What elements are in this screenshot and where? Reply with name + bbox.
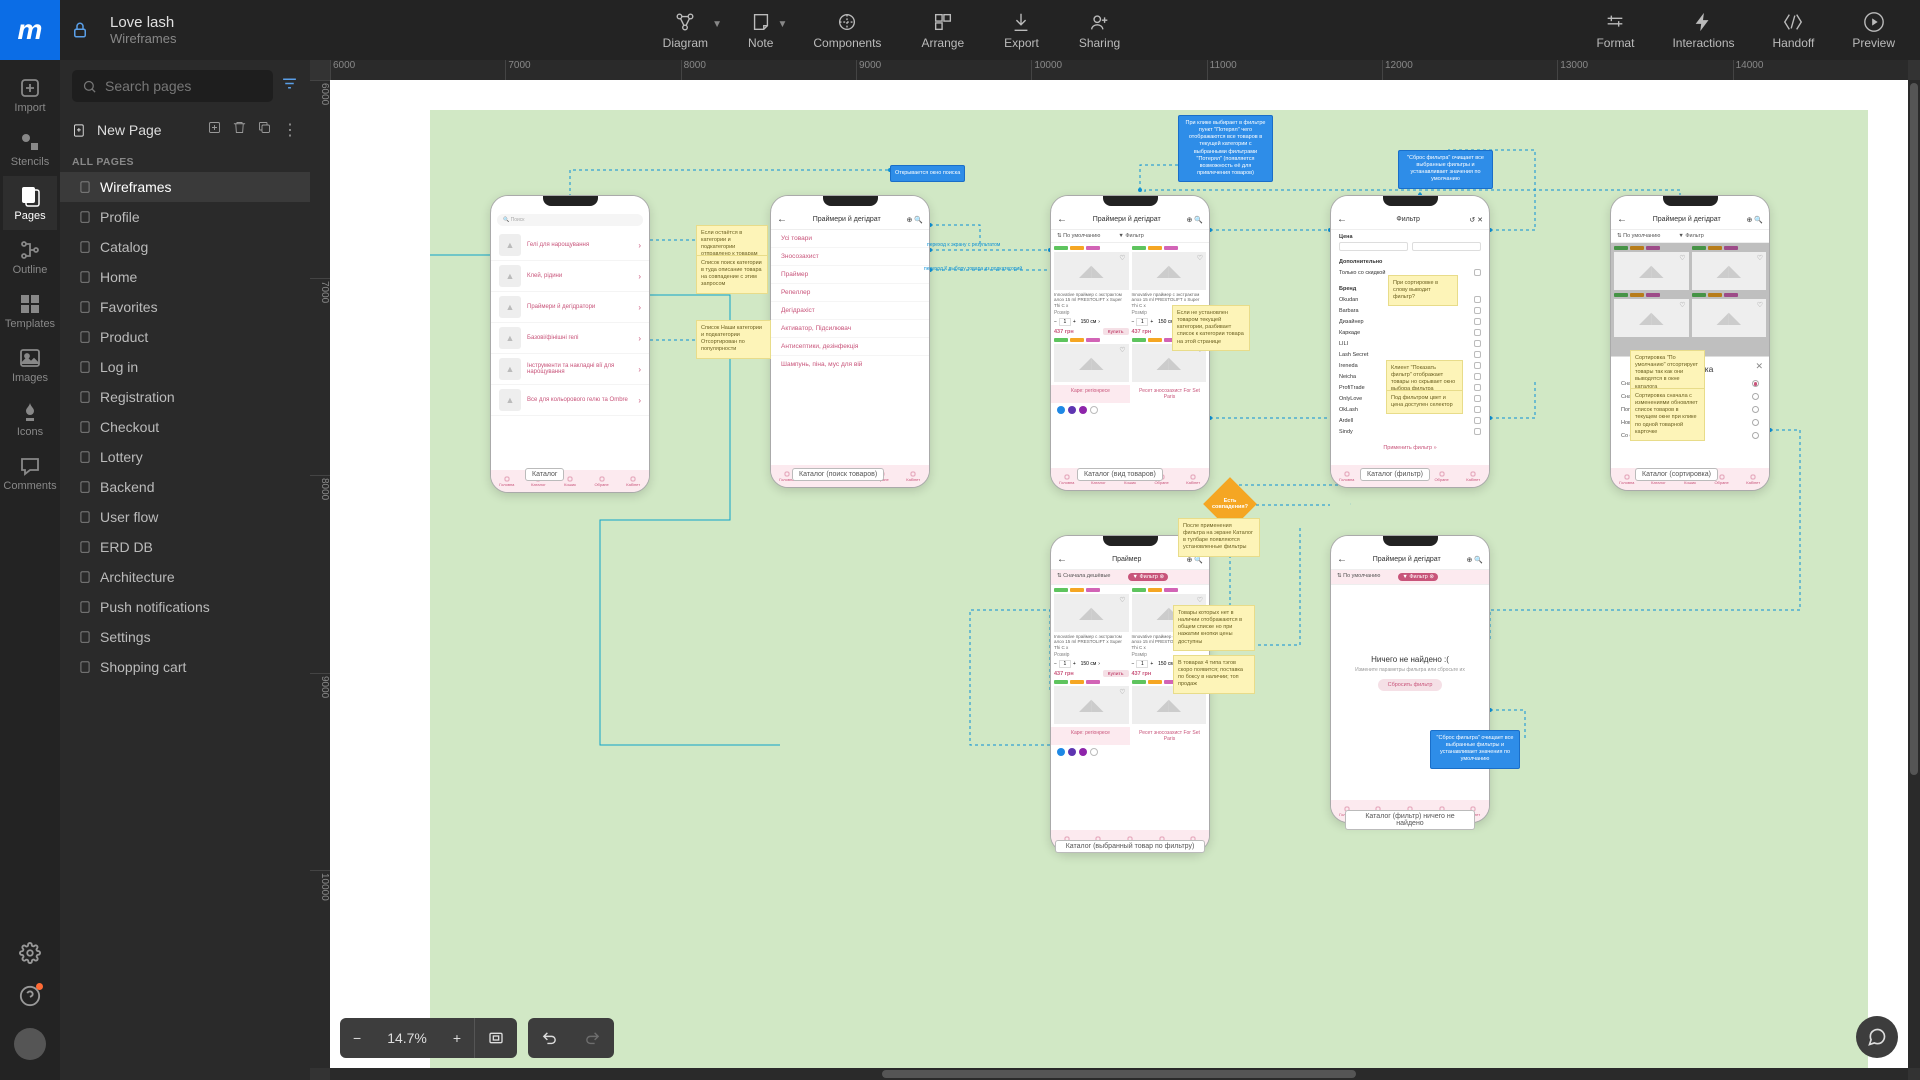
page-item[interactable]: Settings [60, 622, 310, 652]
mockup-label: Каталог (вид товаров) [1077, 468, 1163, 481]
phone-search: 🔍 Поиск [497, 214, 643, 226]
zoom-control[interactable]: − 14.7% + [340, 1018, 517, 1058]
rail-pages[interactable]: Pages [3, 176, 56, 230]
rail-templates[interactable]: Templates [3, 284, 56, 338]
project-subtitle: Wireframes [110, 31, 176, 46]
mockup-catalog[interactable]: 🔍 Поиск ▲Гелі для нарощування›▲Клей, рід… [490, 195, 650, 493]
newpage-icon [72, 123, 87, 138]
mockup-label: Каталог (фильтр) ничего не найдено [1345, 810, 1475, 830]
tool-diagram[interactable]: Diagram▼ [663, 11, 708, 50]
project-title: Love lash [110, 14, 176, 31]
lock-icon[interactable] [60, 21, 100, 39]
sticky-note[interactable]: В товарах 4 типа тэгов скоро появится; п… [1173, 655, 1255, 694]
page-item[interactable]: Registration [60, 382, 310, 412]
mockup-label: Каталог (фильтр) [1360, 468, 1430, 481]
mockup-empty[interactable]: ←Праймери й дегідрат⊕ 🔍 По умолчаниюФиль… [1330, 535, 1490, 823]
rail-comments[interactable]: Comments [3, 446, 56, 500]
page-item[interactable]: User flow [60, 502, 310, 532]
tool-interactions[interactable]: Interactions [1672, 11, 1734, 50]
connector-label: переход К выбору товара из подкатегорий [924, 266, 1022, 272]
page-item[interactable]: Lottery [60, 442, 310, 472]
zoom-out-icon[interactable]: − [340, 1018, 374, 1058]
undo-icon[interactable] [528, 1018, 571, 1058]
zoom-in-icon[interactable]: + [440, 1018, 474, 1058]
artboard: 🔍 Поиск ▲Гелі для нарощування›▲Клей, рід… [430, 110, 1868, 1068]
filter-icon[interactable] [281, 75, 298, 97]
page-item[interactable]: Checkout [60, 412, 310, 442]
mockup-filter[interactable]: ←Фильтр↺ ✕ Цена Дополнительно Только со … [1330, 195, 1490, 488]
page-item[interactable]: Architecture [60, 562, 310, 592]
page-item[interactable]: Home [60, 262, 310, 292]
search-input[interactable]: Search pages [72, 70, 273, 102]
search-icon [82, 79, 97, 94]
sticky-note[interactable]: При сортировке в слову выводит фильтр? [1388, 275, 1458, 306]
redo-icon[interactable] [571, 1018, 614, 1058]
scrollbar-h[interactable] [330, 1068, 1908, 1080]
page-item[interactable]: ERD DB [60, 532, 310, 562]
app-logo[interactable]: m [0, 0, 60, 60]
copy-icon[interactable] [257, 120, 272, 135]
page-item[interactable]: Product [60, 322, 310, 352]
mockup-search[interactable]: ←Праймери й дегідрат⊕ 🔍 Усі товариЗносоз… [770, 195, 930, 488]
sticky-note[interactable]: После применения фильтра на экране Катал… [1178, 518, 1260, 557]
tool-format[interactable]: Format [1596, 11, 1634, 50]
page-item[interactable]: Favorites [60, 292, 310, 322]
page-item[interactable]: Push notifications [60, 592, 310, 622]
mockup-label: Каталог (сортировка) [1635, 468, 1718, 481]
zoom-level[interactable]: 14.7% [374, 1018, 440, 1058]
settings-icon[interactable] [19, 942, 41, 969]
page-item[interactable]: Catalog [60, 232, 310, 262]
rail-outline[interactable]: Outline [3, 230, 56, 284]
mockup-filtered[interactable]: ←Праймер⊕ 🔍 Сначала дешёвыеФильтр ⊗ ◢◣♡ … [1050, 535, 1210, 853]
tool-preview[interactable]: Preview [1852, 11, 1895, 50]
callout[interactable]: При клике выбирает в фильтре пункт "Поте… [1178, 115, 1273, 182]
callout[interactable]: Открывается окно поиска [890, 165, 965, 182]
help-icon[interactable] [19, 985, 41, 1012]
ruler-vertical: 600070008000900010000 [310, 80, 330, 1068]
mockup-label: Каталог (поиск товаров) [792, 468, 884, 481]
mockup-label: Каталог (выбранный товар по фильтру) [1055, 840, 1205, 853]
mockup-sort[interactable]: ←Праймери й дегідрат⊕ 🔍 По умолчаниюФиль… [1610, 195, 1770, 491]
page-item[interactable]: Wireframes [60, 172, 310, 202]
sticky-note[interactable]: Под фильтром цвет и цена доступен селект… [1386, 390, 1463, 414]
page-item[interactable]: Profile [60, 202, 310, 232]
tool-arrange[interactable]: Arrange [921, 11, 964, 50]
connector-label: переход к экрану с результатом [927, 242, 1000, 248]
user-avatar[interactable] [14, 1028, 46, 1060]
ruler-horizontal: 6000700080009000100001100012000130001400… [330, 60, 1908, 80]
new-page-button[interactable]: New Page [97, 122, 162, 138]
pages-section-header: ALL PAGES [60, 148, 310, 172]
tool-handoff[interactable]: Handoff [1773, 11, 1815, 50]
callout[interactable]: "Сброс фильтра" очищает все выбранные фи… [1430, 730, 1520, 769]
rail-stencils[interactable]: Stencils [3, 122, 56, 176]
sticky-note[interactable]: Товары которых нет в наличии отображаютс… [1173, 605, 1255, 651]
zoom-fit-icon[interactable] [474, 1018, 517, 1058]
search-placeholder: Search pages [105, 78, 191, 94]
tool-export[interactable]: Export [1004, 11, 1039, 50]
tool-note[interactable]: Note▼ [748, 11, 773, 50]
scrollbar-v[interactable] [1908, 80, 1920, 1068]
tool-sharing[interactable]: Sharing [1079, 11, 1120, 50]
rail-import[interactable]: Import [3, 68, 56, 122]
add-page-icon[interactable] [207, 120, 222, 135]
page-item[interactable]: Shopping cart [60, 652, 310, 682]
rail-images[interactable]: Images [3, 338, 56, 392]
sticky-note[interactable]: Список Наши категории и подкатегории Отс… [696, 320, 771, 359]
tool-components[interactable]: Components [813, 11, 881, 50]
mockup-label: Каталог [525, 468, 564, 481]
delete-icon[interactable] [232, 120, 247, 135]
rail-icons[interactable]: Icons [3, 392, 56, 446]
canvas[interactable]: 🔍 Поиск ▲Гелі для нарощування›▲Клей, рід… [330, 80, 1908, 1068]
sticky-note[interactable]: Сортировка сначала с изменениями обновля… [1630, 388, 1705, 441]
page-item[interactable]: Backend [60, 472, 310, 502]
page-item[interactable]: Log in [60, 352, 310, 382]
chat-fab[interactable] [1856, 1016, 1898, 1058]
sticky-note[interactable]: Если не установлен товаром текущей катег… [1172, 305, 1250, 351]
more-icon[interactable]: ⋮ [282, 120, 298, 140]
sticky-note[interactable]: Список поиск категории в туда описание т… [696, 255, 768, 294]
callout[interactable]: "Сброс фильтра" очищает все выбранные фи… [1398, 150, 1493, 189]
